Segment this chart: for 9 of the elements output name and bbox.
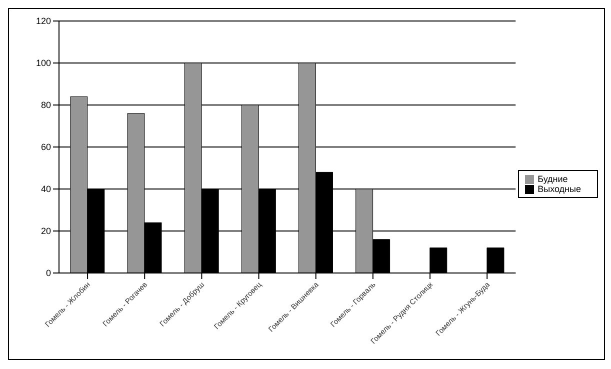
legend-label: Будние <box>538 174 568 184</box>
y-tick-label: 120 <box>36 16 51 26</box>
legend-label: Выходные <box>538 184 581 194</box>
y-tick-label: 60 <box>40 142 51 152</box>
y-tick-label: 0 <box>46 268 51 278</box>
y-tick-label: 20 <box>40 226 51 236</box>
y-tick-label: 80 <box>40 100 51 110</box>
y-tick-label: 40 <box>40 184 51 194</box>
y-tick-label: 100 <box>36 58 51 68</box>
